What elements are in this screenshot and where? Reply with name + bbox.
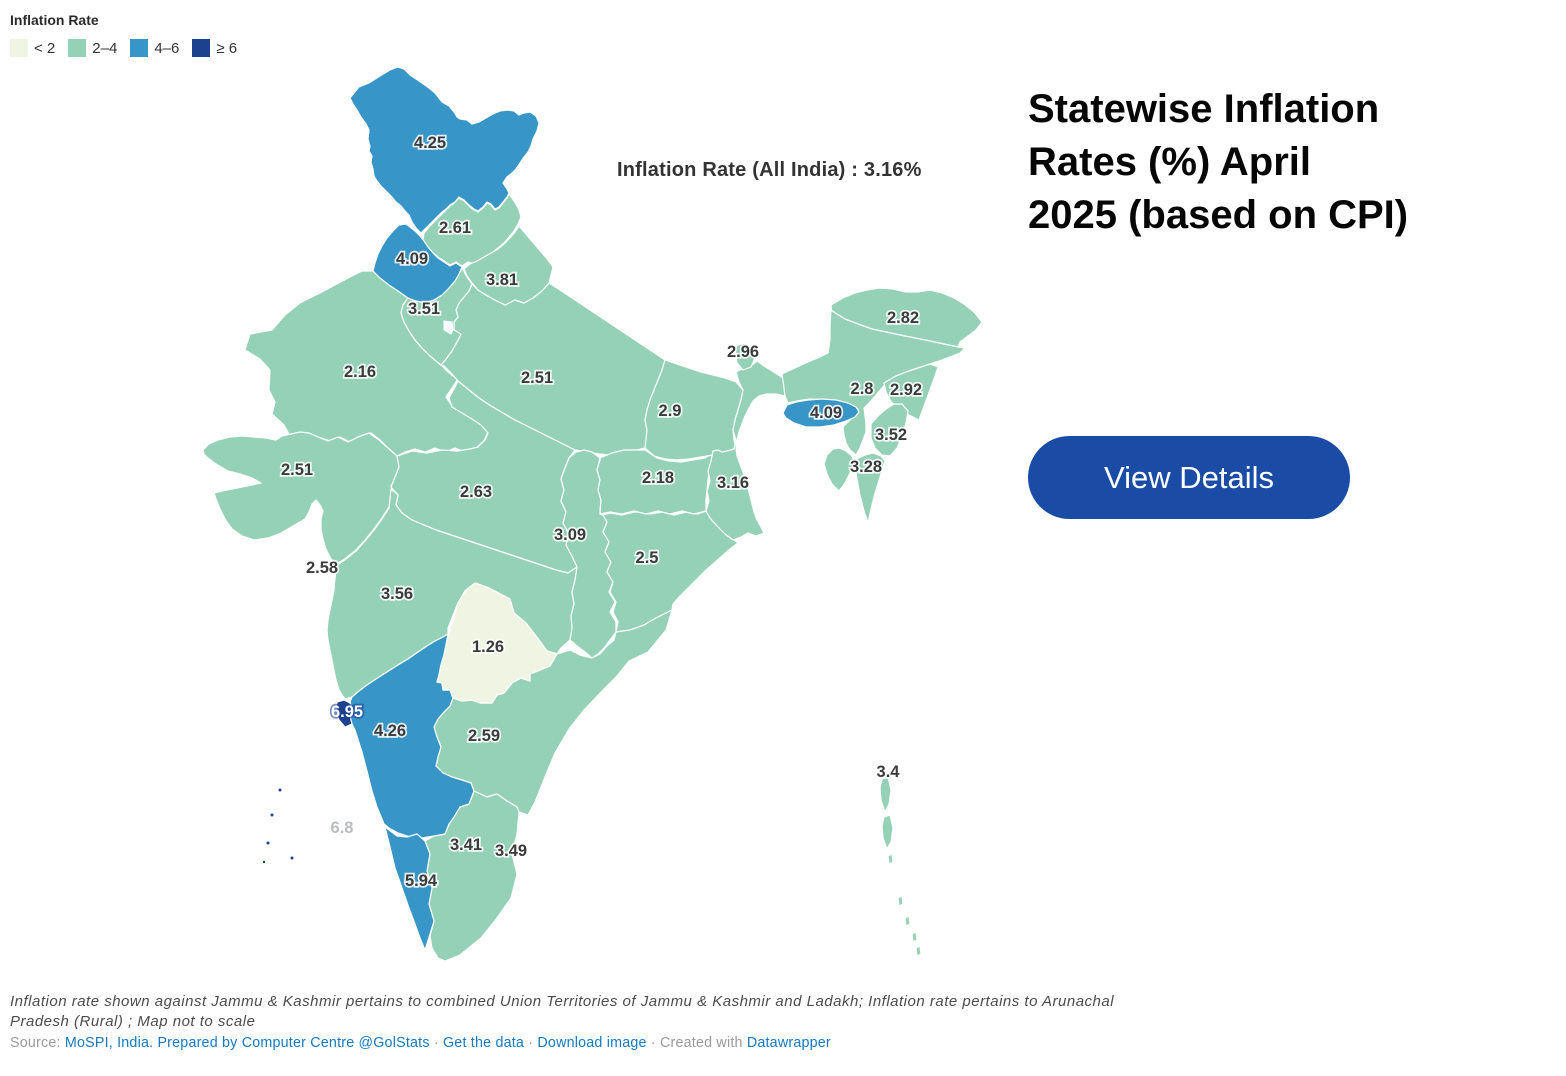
svg-text:2.61: 2.61 — [439, 219, 471, 237]
svg-text:3.16: 3.16 — [717, 474, 749, 492]
svg-text:2.16: 2.16 — [344, 363, 376, 381]
svg-text:5.94: 5.94 — [405, 872, 438, 890]
svg-text:2.59: 2.59 — [468, 727, 500, 745]
svg-text:2.82: 2.82 — [887, 309, 919, 327]
svg-text:4.25: 4.25 — [414, 134, 446, 152]
svg-text:1.26: 1.26 — [472, 638, 504, 656]
svg-text:2.96: 2.96 — [727, 343, 759, 361]
svg-text:2.18: 2.18 — [642, 469, 674, 487]
svg-text:4.09: 4.09 — [396, 250, 428, 268]
svg-text:2.5: 2.5 — [636, 549, 659, 567]
svg-text:3.4: 3.4 — [877, 763, 901, 781]
svg-text:4.26: 4.26 — [374, 722, 406, 740]
svg-text:3.09: 3.09 — [554, 526, 586, 544]
svg-text:2.51: 2.51 — [521, 369, 553, 387]
svg-text:2.8: 2.8 — [851, 380, 874, 398]
svg-text:6.8: 6.8 — [331, 819, 354, 837]
svg-text:3.81: 3.81 — [486, 271, 518, 289]
svg-text:3.56: 3.56 — [381, 585, 413, 603]
svg-text:2.9: 2.9 — [659, 402, 682, 420]
svg-text:2.92: 2.92 — [890, 381, 922, 399]
svg-text:3.52: 3.52 — [875, 426, 907, 444]
svg-text:3.41: 3.41 — [450, 836, 482, 854]
svg-text:2.51: 2.51 — [281, 461, 313, 479]
svg-text:3.51: 3.51 — [408, 300, 440, 318]
svg-text:4.09: 4.09 — [810, 404, 842, 422]
svg-text:2.63: 2.63 — [460, 483, 492, 501]
svg-text:2.58: 2.58 — [306, 559, 338, 577]
svg-text:3.28: 3.28 — [850, 458, 882, 476]
svg-text:6.95: 6.95 — [331, 703, 363, 721]
svg-text:3.49: 3.49 — [495, 842, 527, 860]
